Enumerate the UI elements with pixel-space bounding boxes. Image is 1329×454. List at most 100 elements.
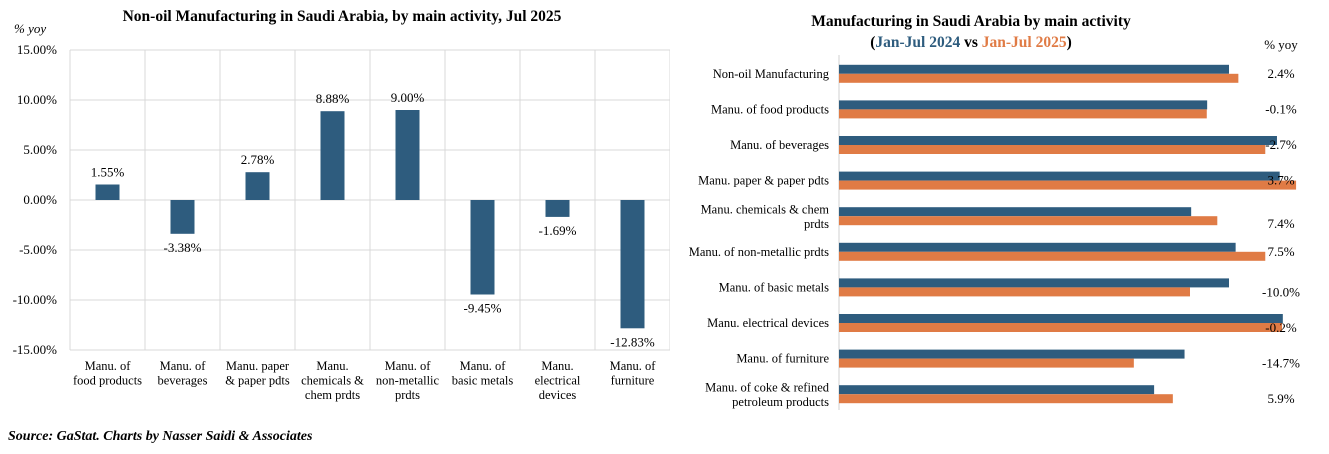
yoy-label: -0.2% <box>1265 320 1297 335</box>
bar-series-2024 <box>839 136 1277 145</box>
data-label: -12.83% <box>610 334 655 349</box>
yoy-label: -0.1% <box>1265 101 1297 116</box>
data-label: 2.78% <box>241 152 275 167</box>
category-label: Manu. of <box>85 359 132 373</box>
chart-left-ylabel: % yoy <box>14 21 46 36</box>
yoy-label: 3.7% <box>1267 173 1294 188</box>
bar-series-2024 <box>839 64 1229 74</box>
category-label: devices <box>539 388 577 402</box>
category-label: Manu. paper <box>226 359 290 373</box>
category-label: non-metallic <box>376 374 440 388</box>
gridlines <box>69 49 670 351</box>
data-label: -1.69% <box>539 223 577 238</box>
bar <box>245 172 270 200</box>
y-tick-label: 15.00% <box>17 42 57 57</box>
category-label: Manu. of coke & refined <box>705 381 830 395</box>
bar-series-2024 <box>839 171 1280 181</box>
category-label: Manu. of <box>160 359 207 373</box>
category-label: Manu. of beverages <box>730 138 829 152</box>
bar-series-2024 <box>839 278 1229 288</box>
category-label: Manu. <box>541 359 573 373</box>
category-label: prdts <box>395 388 420 402</box>
subtitle-series-2024: Jan-Jul 2024 <box>875 34 960 51</box>
bar <box>545 200 570 217</box>
bar <box>620 200 645 329</box>
bar-series-2024 <box>839 314 1283 323</box>
bar-series-2025 <box>839 323 1283 332</box>
category-label: Manu. of <box>460 359 507 373</box>
yoy-label: 7.5% <box>1267 244 1294 259</box>
bar-series-2025 <box>839 73 1239 83</box>
bar-series-2024 <box>839 100 1208 110</box>
bar-series-2025 <box>839 180 1297 190</box>
bar-series-2025 <box>839 358 1134 368</box>
yoy-label: -2.7% <box>1265 137 1297 152</box>
y-tick-label: -15.00% <box>13 342 58 357</box>
category-label: Non-oil Manufacturing <box>713 67 830 81</box>
category-label: Manu. of food products <box>711 102 829 116</box>
category-label: electrical <box>535 374 581 388</box>
subtitle-open: ( <box>870 34 875 51</box>
bar-series-2024 <box>839 242 1236 252</box>
y-tick-label: 0.00% <box>23 192 57 207</box>
bars <box>95 110 645 329</box>
chart-right: Manufacturing in Saudi Arabia by main ac… <box>689 13 1300 410</box>
bar <box>170 200 195 234</box>
bars <box>839 64 1297 404</box>
category-label: Manu. paper & paper pdts <box>698 174 829 188</box>
bar <box>395 110 420 200</box>
yoy-label: -10.0% <box>1262 284 1300 299</box>
category-label: food products <box>73 374 142 388</box>
category-label: chemicals & <box>301 374 364 388</box>
bar-series-2025 <box>839 145 1266 154</box>
category-label: Manu. electrical devices <box>707 316 829 330</box>
yoy-label: 7.4% <box>1267 216 1294 231</box>
category-label: & paper pdts <box>225 374 290 388</box>
bar-series-2024 <box>839 207 1192 217</box>
bar-series-2025 <box>839 287 1190 297</box>
y-axis-ticks: 15.00% 10.00% 5.00% 0.00% -5.00% -10.00% -15.0… <box>13 42 58 357</box>
bar <box>320 111 345 200</box>
yoy-label: 5.9% <box>1267 391 1294 406</box>
category-labels: Non-oil Manufacturing Manu. of food produ… <box>689 67 830 409</box>
category-label: Manu. of non-metallic prdts <box>689 245 829 259</box>
data-label: -3.38% <box>164 240 202 255</box>
subtitle-close: ) <box>1067 34 1072 51</box>
category-label: Manu. chemicals & chem <box>701 203 830 217</box>
category-label: chem prdts <box>305 388 360 402</box>
category-label: prdts <box>804 217 829 231</box>
yoy-label: -14.7% <box>1262 356 1300 371</box>
category-label: furniture <box>611 374 655 388</box>
y-tick-label: 5.00% <box>23 142 57 157</box>
data-label: 9.00% <box>391 90 425 105</box>
y-tick-label: -10.00% <box>13 292 58 307</box>
subtitle-series-2025: Jan-Jul 2025 <box>982 34 1067 51</box>
chart-right-subtitle: (Jan-Jul 2024 vs Jan-Jul 2025) <box>870 34 1072 51</box>
bar-series-2025 <box>839 251 1266 261</box>
bar <box>470 200 495 295</box>
data-label: 1.55% <box>91 165 125 180</box>
category-label: beverages <box>158 374 208 388</box>
category-label: petroleum products <box>732 395 829 409</box>
y-tick-label: -5.00% <box>19 242 57 257</box>
yoy-label: 2.4% <box>1267 66 1294 81</box>
source-note: Source: GaStat. Charts by Nasser Saidi &… <box>8 429 313 444</box>
data-label: -9.45% <box>464 301 502 316</box>
chart-left: Non-oil Manufacturing in Saudi Arabia, b… <box>13 8 670 402</box>
category-label: Manu. of <box>385 359 432 373</box>
chart-right-value-header: % yoy <box>1264 37 1298 52</box>
data-label: 8.88% <box>316 91 350 106</box>
yoy-labels: 2.4% -0.1% -2.7% 3.7% 7.4% 7.5% -10.0% -0.2% -14… <box>1262 66 1300 406</box>
category-label: Manu. of basic metals <box>719 280 830 294</box>
data-labels: 1.55% -3.38% 2.78% 8.88% 9.00% -9.45% -1.69% -1… <box>91 90 655 349</box>
chart-left-title: Non-oil Manufacturing in Saudi Arabia, b… <box>123 8 562 25</box>
subtitle-vs: vs <box>960 34 982 51</box>
category-label: basic metals <box>452 374 514 388</box>
bar-series-2025 <box>839 394 1173 404</box>
y-tick-label: 10.00% <box>17 92 57 107</box>
bar-series-2025 <box>839 109 1207 119</box>
category-label: Manu. of <box>610 359 657 373</box>
bar-series-2025 <box>839 216 1218 226</box>
bar-series-2024 <box>839 349 1185 359</box>
